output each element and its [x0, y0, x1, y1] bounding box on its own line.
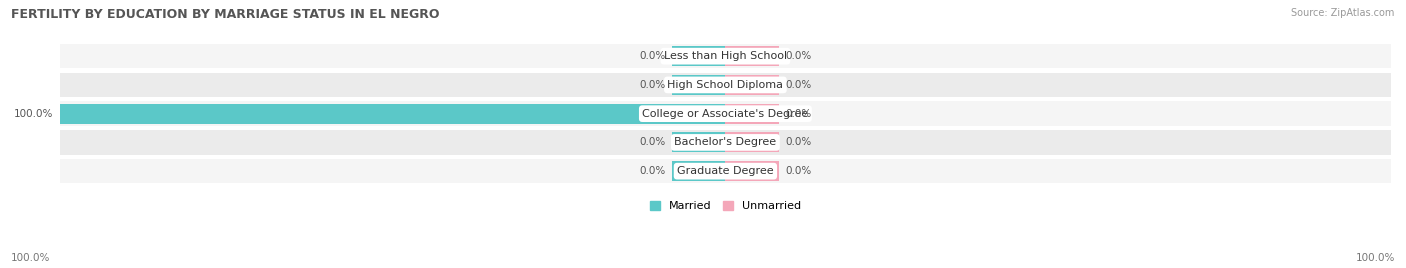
Text: 0.0%: 0.0% [640, 137, 665, 147]
Bar [672, 161, 725, 181]
Text: Bachelor's Degree: Bachelor's Degree [675, 137, 776, 147]
Text: 100.0%: 100.0% [14, 109, 53, 119]
Text: 0.0%: 0.0% [786, 137, 811, 147]
Text: Source: ZipAtlas.com: Source: ZipAtlas.com [1291, 8, 1395, 18]
Text: FERTILITY BY EDUCATION BY MARRIAGE STATUS IN EL NEGRO: FERTILITY BY EDUCATION BY MARRIAGE STATU… [11, 8, 440, 21]
Bar [672, 132, 725, 152]
Bar [725, 104, 779, 124]
Bar [60, 104, 725, 124]
Text: 0.0%: 0.0% [640, 80, 665, 90]
Text: 0.0%: 0.0% [786, 51, 811, 61]
Text: 0.0%: 0.0% [786, 109, 811, 119]
Bar [725, 46, 779, 66]
Text: Graduate Degree: Graduate Degree [678, 166, 773, 176]
Bar [672, 46, 725, 66]
Bar [725, 75, 779, 95]
Bar [60, 159, 1391, 183]
Bar [725, 161, 779, 181]
Text: 0.0%: 0.0% [640, 51, 665, 61]
Bar [725, 132, 779, 152]
Bar [60, 102, 1391, 126]
Text: High School Diploma: High School Diploma [668, 80, 783, 90]
Text: Less than High School: Less than High School [664, 51, 787, 61]
Text: 0.0%: 0.0% [786, 80, 811, 90]
Legend: Married, Unmarried: Married, Unmarried [645, 196, 806, 216]
Text: 0.0%: 0.0% [640, 166, 665, 176]
Text: 100.0%: 100.0% [11, 253, 51, 263]
Bar [672, 75, 725, 95]
Text: 0.0%: 0.0% [786, 166, 811, 176]
Text: College or Associate's Degree: College or Associate's Degree [643, 109, 808, 119]
Bar [60, 44, 1391, 68]
Bar [60, 73, 1391, 97]
Bar [60, 130, 1391, 155]
Text: 100.0%: 100.0% [1355, 253, 1395, 263]
